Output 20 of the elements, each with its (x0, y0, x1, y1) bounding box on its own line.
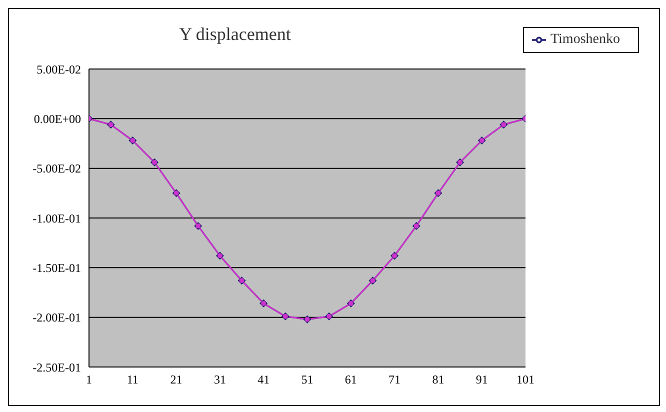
y-tick-label: -1.00E-01 (32, 211, 81, 226)
x-tick-label: 51 (301, 372, 314, 387)
x-tick-label: 71 (388, 372, 401, 387)
legend-label: Timoshenko (550, 32, 620, 47)
x-tick-label: 31 (214, 372, 226, 387)
x-tick-label: 21 (170, 372, 182, 387)
x-tick-label: 11 (126, 372, 138, 387)
y-tick-label: -2.00E-01 (32, 310, 81, 325)
y-tick-label: 0.00E+00 (34, 112, 81, 126)
x-tick-label: 1 (86, 372, 92, 387)
y-tick-label: 5.00E-02 (36, 62, 81, 76)
x-tick-label: 101 (516, 372, 534, 387)
y-tick-label: -2.50E-01 (32, 360, 81, 374)
x-tick-label: 61 (344, 372, 357, 387)
y-tick-label: -1.50E-01 (32, 260, 81, 275)
x-tick-label: 81 (432, 372, 444, 387)
x-tick-label: 41 (258, 372, 270, 387)
x-tick-label: 91 (476, 372, 488, 387)
y-tick-label: -5.00E-02 (32, 162, 81, 176)
chart-title: Y displacement (178, 24, 292, 45)
